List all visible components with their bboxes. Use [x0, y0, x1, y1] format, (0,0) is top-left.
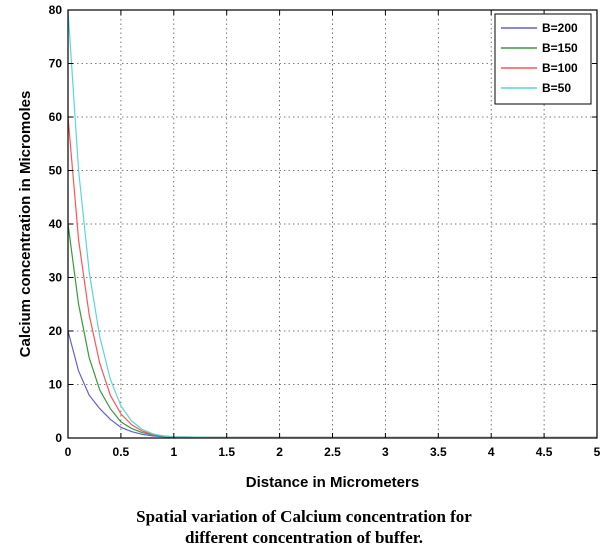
legend-label: B=100 [542, 61, 578, 75]
grid-lines [68, 10, 597, 438]
legend-box [494, 13, 592, 105]
x-tick-label: 2 [276, 445, 283, 459]
legend-label: B=50 [542, 81, 571, 95]
y-tick-label: 80 [49, 3, 63, 17]
x-tick-label: 3.5 [430, 445, 447, 459]
y-tick-label: 30 [49, 271, 63, 285]
x-tick-label: 0.5 [113, 445, 130, 459]
figure-caption: Spatial variation of Calcium concentrati… [0, 506, 608, 548]
y-tick-label: 60 [49, 110, 63, 124]
y-tick-label: 40 [49, 217, 63, 231]
legend-label: B=200 [542, 21, 578, 35]
y-tick-label: 10 [49, 378, 63, 392]
x-tick-label: 5 [594, 445, 601, 459]
y-tick-label: 50 [49, 164, 63, 178]
x-tick-label: 4 [488, 445, 495, 459]
x-tick-label: 4.5 [536, 445, 553, 459]
caption-line-2: different concentration of buffer. [185, 528, 423, 547]
legend-label: B=150 [542, 41, 578, 55]
x-tick-label: 2.5 [324, 445, 341, 459]
x-axis-label: Distance in Micrometers [246, 474, 419, 491]
y-tick-label: 20 [49, 324, 63, 338]
x-tick-label: 1 [170, 445, 177, 459]
x-tick-label: 1.5 [218, 445, 235, 459]
caption-line-1: Spatial variation of Calcium concentrati… [136, 507, 472, 526]
x-tick-label: 3 [382, 445, 389, 459]
y-axis-label: Calcium concentration in Micromoles [17, 91, 34, 358]
x-tick-label: 0 [65, 445, 72, 459]
y-tick-label: 70 [49, 57, 63, 71]
legend: B=200 B=150 B=100 B=50 [494, 13, 592, 105]
y-tick-label: 0 [55, 431, 62, 445]
